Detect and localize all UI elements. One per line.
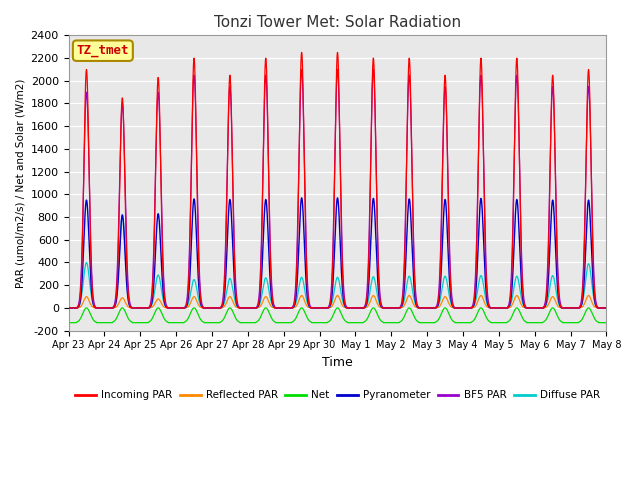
Title: Tonzi Tower Met: Solar Radiation: Tonzi Tower Met: Solar Radiation <box>214 15 461 30</box>
Y-axis label: PAR (umol/m2/s) / Net and Solar (W/m2): PAR (umol/m2/s) / Net and Solar (W/m2) <box>15 78 25 288</box>
X-axis label: Time: Time <box>322 356 353 369</box>
Text: TZ_tmet: TZ_tmet <box>77 44 129 57</box>
Legend: Incoming PAR, Reflected PAR, Net, Pyranometer, BF5 PAR, Diffuse PAR: Incoming PAR, Reflected PAR, Net, Pyrano… <box>71 386 604 404</box>
